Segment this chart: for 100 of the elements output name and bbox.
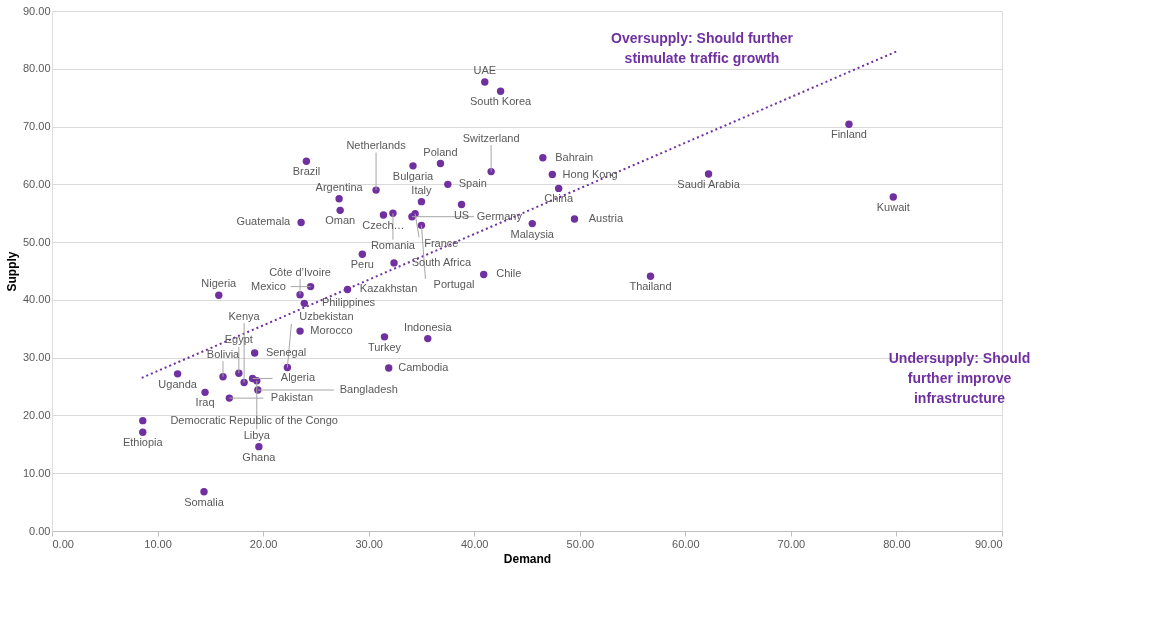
annotation: Libya — [243, 428, 271, 441]
x-axis-title: Demand — [503, 551, 552, 566]
annotation: UAE — [473, 64, 497, 77]
x-tick-label: 90.00 — [974, 537, 1003, 550]
y-tick-label: 80.00 — [22, 62, 51, 75]
x-tick-label: 80.00 — [883, 537, 911, 550]
annotation: Oman — [325, 214, 356, 227]
y-tick-label: 90.00 — [22, 4, 51, 17]
point — [390, 259, 398, 267]
annotation: Netherlands — [346, 139, 407, 152]
annotation: Romania — [370, 239, 416, 252]
x-tick-label: 40.00 — [460, 537, 489, 550]
annotation: Algeria — [280, 371, 316, 384]
point — [201, 388, 209, 397]
x-tick-label: 50.00 — [566, 537, 595, 550]
annotation: Nigeria — [201, 277, 238, 290]
x-tick-label: 60.00 — [672, 537, 700, 550]
annotation: Pakistan — [270, 391, 314, 404]
annotation: Morocco — [310, 324, 353, 337]
y-tick-label: 60.00 — [22, 177, 51, 190]
y-tick-label: 30.00 — [22, 351, 51, 364]
y-tick-label: 40.00 — [22, 293, 51, 306]
point — [250, 349, 259, 357]
y-tick-label: 0.00 — [29, 524, 51, 537]
annotation: Uzbekistan — [299, 310, 354, 323]
annotation: Guatemala — [236, 215, 292, 228]
y-tick-label: 10.00 — [22, 466, 51, 479]
annotation: Hong Kong — [562, 167, 618, 180]
annotation: Iraq — [195, 396, 215, 409]
annotation: Austria — [588, 212, 624, 224]
point — [646, 272, 655, 280]
point — [200, 488, 208, 496]
point — [297, 218, 305, 227]
annotation: Bangladesh — [339, 383, 398, 396]
y-tick-label: 50.00 — [22, 235, 51, 248]
annotation: Czech… — [362, 218, 405, 231]
point — [139, 416, 147, 425]
point — [173, 370, 182, 378]
point — [300, 299, 308, 308]
point — [335, 195, 343, 203]
annotation: South Africa — [411, 255, 472, 268]
annotation: Chile — [496, 267, 522, 280]
point — [139, 428, 147, 436]
annotation: Kuwait — [876, 201, 910, 214]
point — [496, 87, 505, 96]
point — [306, 282, 315, 291]
annotation: Senegal — [265, 346, 307, 359]
point — [385, 364, 393, 372]
annotation: Democratic Republic of the Congo — [170, 413, 338, 426]
annotation: Ethiopia — [122, 436, 164, 449]
annotation: Mexico — [250, 279, 286, 292]
annotation: Finland — [830, 128, 867, 141]
x-tick-label: 10.00 — [144, 537, 172, 550]
point — [481, 78, 489, 86]
point — [444, 180, 452, 189]
annotation: France — [424, 236, 459, 249]
point — [457, 200, 466, 209]
x-tick-label: 70.00 — [777, 537, 806, 550]
point — [336, 206, 344, 215]
annotation: Uganda — [158, 377, 198, 390]
annotation: US — [453, 208, 470, 221]
annotation: Philippines — [321, 296, 376, 309]
point — [417, 197, 426, 206]
annotation: Spain — [458, 177, 487, 190]
annotation: Brazil — [292, 165, 321, 178]
annotation: Bolivia — [206, 347, 241, 360]
annotation: Thailand — [629, 280, 672, 293]
x-tick-label: 20.00 — [249, 537, 278, 550]
point — [215, 291, 223, 299]
point — [424, 334, 432, 343]
point — [704, 170, 713, 178]
annotation: Argentina — [315, 180, 364, 193]
annotation: Poland — [423, 145, 458, 158]
point — [528, 219, 536, 228]
annotation: Indonesia — [403, 320, 453, 333]
annotation: Switzerland — [462, 131, 520, 144]
annotation: Oversupply: Should further stimulate traffic growth — [610, 30, 794, 66]
point — [436, 159, 445, 168]
annotation: South Korea — [470, 95, 533, 108]
annotation: Kenya — [228, 309, 261, 322]
point — [358, 250, 367, 258]
y-axis-title: Supply — [4, 251, 19, 292]
annotation: Portugal — [433, 278, 475, 291]
point — [409, 162, 417, 170]
point — [379, 211, 388, 219]
point — [417, 221, 426, 230]
point — [380, 333, 389, 341]
point — [889, 193, 897, 201]
point — [296, 327, 304, 335]
annotation: Cambodia — [398, 361, 450, 374]
point — [255, 442, 263, 451]
x-tick-label: 30.00 — [355, 537, 383, 550]
point — [480, 270, 488, 279]
x-tick-label: 0.00 — [52, 537, 74, 550]
point — [283, 363, 292, 372]
annotation: Germany — [476, 209, 523, 222]
point — [548, 170, 557, 179]
annotation: Bulgaria — [392, 169, 435, 182]
point — [570, 215, 579, 223]
annotation: Peru — [350, 258, 374, 271]
